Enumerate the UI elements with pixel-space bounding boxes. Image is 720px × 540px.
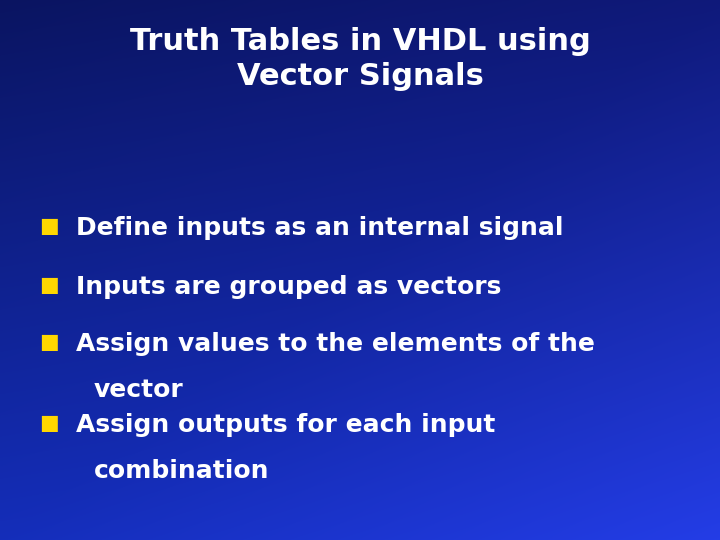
- Text: Define inputs as an internal signal: Define inputs as an internal signal: [76, 216, 563, 240]
- Text: Assign outputs for each input: Assign outputs for each input: [76, 413, 495, 437]
- Text: combination: combination: [94, 459, 269, 483]
- Text: ■: ■: [40, 413, 59, 433]
- Text: ■: ■: [40, 216, 59, 236]
- Text: Assign values to the elements of the: Assign values to the elements of the: [76, 332, 595, 356]
- Text: vector: vector: [94, 378, 184, 402]
- Text: Truth Tables in VHDL using
Vector Signals: Truth Tables in VHDL using Vector Signal…: [130, 27, 590, 91]
- Text: ■: ■: [40, 275, 59, 295]
- Text: Inputs are grouped as vectors: Inputs are grouped as vectors: [76, 275, 501, 299]
- Text: ■: ■: [40, 332, 59, 352]
